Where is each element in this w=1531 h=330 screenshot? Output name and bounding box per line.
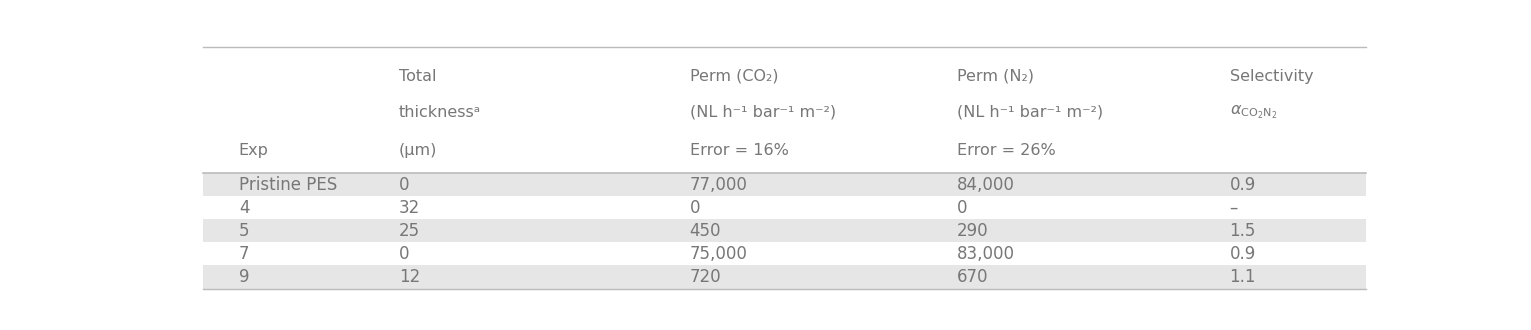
Text: Perm (CO₂): Perm (CO₂) (689, 69, 778, 84)
Text: Total: Total (400, 69, 436, 84)
Text: 75,000: 75,000 (689, 245, 747, 263)
Text: 0.9: 0.9 (1229, 245, 1255, 263)
Text: (NL h⁻¹ bar⁻¹ m⁻²): (NL h⁻¹ bar⁻¹ m⁻²) (689, 105, 836, 119)
Text: 1.5: 1.5 (1229, 222, 1255, 240)
Text: 0: 0 (400, 245, 409, 263)
Text: 12: 12 (400, 268, 421, 286)
FancyBboxPatch shape (204, 219, 1366, 242)
Text: 290: 290 (957, 222, 989, 240)
Text: 0.9: 0.9 (1229, 176, 1255, 194)
Text: (NL h⁻¹ bar⁻¹ m⁻²): (NL h⁻¹ bar⁻¹ m⁻²) (957, 105, 1102, 119)
Text: 5: 5 (239, 222, 250, 240)
Text: –: – (1229, 199, 1239, 217)
Text: 25: 25 (400, 222, 419, 240)
Text: Perm (N₂): Perm (N₂) (957, 69, 1033, 84)
Text: 84,000: 84,000 (957, 176, 1015, 194)
Text: (μm): (μm) (400, 143, 438, 158)
Text: 0: 0 (957, 199, 968, 217)
Text: 1.1: 1.1 (1229, 268, 1255, 286)
Text: thicknessᵃ: thicknessᵃ (400, 105, 481, 119)
Text: $\alpha_{\mathrm{CO_2N_2}}$: $\alpha_{\mathrm{CO_2N_2}}$ (1229, 103, 1277, 121)
FancyBboxPatch shape (204, 266, 1366, 289)
Text: 720: 720 (689, 268, 721, 286)
Text: Error = 16%: Error = 16% (689, 143, 788, 158)
Text: 77,000: 77,000 (689, 176, 747, 194)
Text: Error = 26%: Error = 26% (957, 143, 1055, 158)
Text: 32: 32 (400, 199, 421, 217)
Text: 450: 450 (689, 222, 721, 240)
Text: Exp: Exp (239, 143, 269, 158)
Text: Pristine PES: Pristine PES (239, 176, 337, 194)
Text: 83,000: 83,000 (957, 245, 1015, 263)
Text: 0: 0 (689, 199, 700, 217)
Text: 7: 7 (239, 245, 250, 263)
Text: Selectivity: Selectivity (1229, 69, 1314, 84)
Text: 0: 0 (400, 176, 409, 194)
Text: 4: 4 (239, 199, 250, 217)
Text: 670: 670 (957, 268, 987, 286)
FancyBboxPatch shape (204, 173, 1366, 196)
Text: 9: 9 (239, 268, 250, 286)
